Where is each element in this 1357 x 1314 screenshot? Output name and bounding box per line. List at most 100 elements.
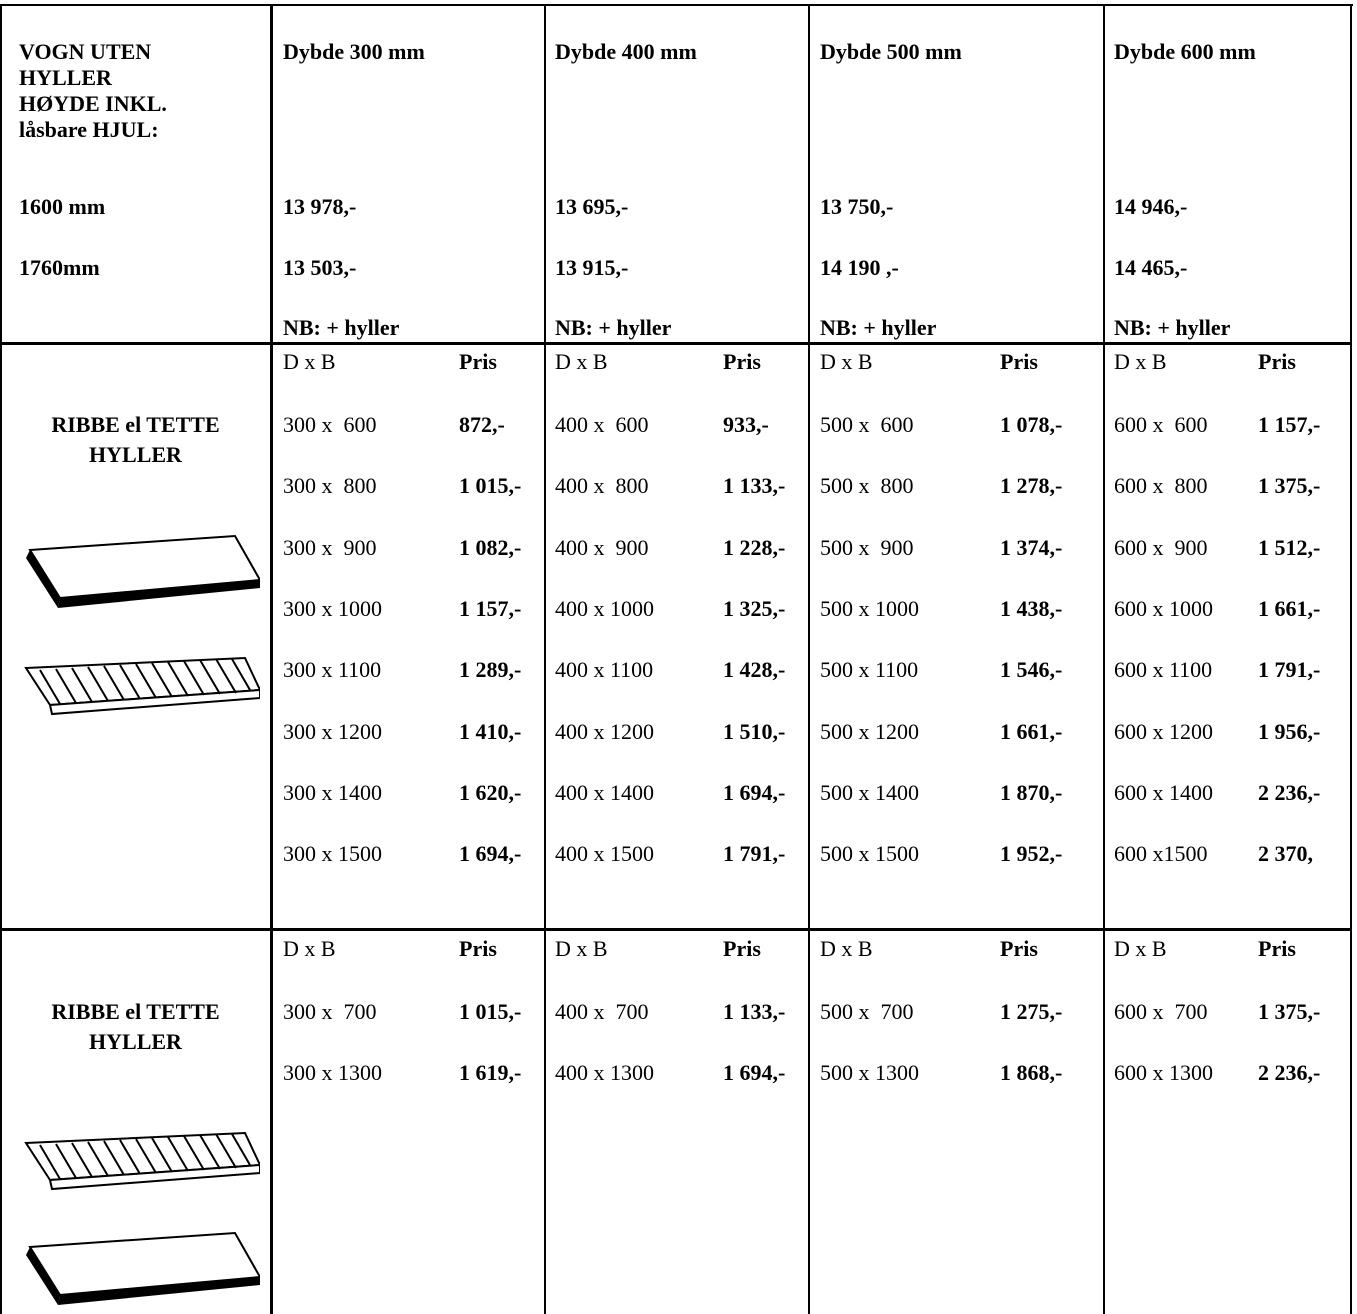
shelf-size: 400 x 800 <box>555 473 649 499</box>
shelf-size: 600 x 1400 <box>1114 779 1213 805</box>
cart-price: 14 946,- <box>1114 194 1188 219</box>
size-header: D x B <box>555 349 608 374</box>
rule <box>0 342 1352 345</box>
shelf-price: 1 375,- <box>1258 999 1321 1024</box>
header-label: HØYDE INKL. <box>19 91 167 116</box>
price-header: Pris <box>1258 349 1296 374</box>
shelf-price: 1 791,- <box>723 841 786 867</box>
shelf-price: 872,- <box>459 412 505 437</box>
shelf-price: 1 619,- <box>459 1060 522 1086</box>
height-label: 1760mm <box>19 255 100 280</box>
cart-price: 13 750,- <box>820 194 894 219</box>
column-title: Dybde 500 mm <box>820 39 962 64</box>
shelf-price: 1 620,- <box>459 779 522 805</box>
shelf-size: 600 x 800 <box>1114 473 1208 499</box>
shelf-size: 400 x 1100 <box>555 657 654 683</box>
shelf-size: 500 x 900 <box>820 534 914 560</box>
shelf-price: 1 375,- <box>1258 473 1321 499</box>
shelf-size: 600 x 700 <box>1114 999 1208 1024</box>
shelf-price: 933,- <box>723 412 769 437</box>
shelf-size: 300 x 1400 <box>283 779 382 805</box>
cart-price: 14 465,- <box>1114 255 1188 280</box>
shelf-size: 500 x 1000 <box>820 595 919 621</box>
rule <box>0 4 1353 6</box>
shelf-price: 1 157,- <box>1258 412 1321 437</box>
shelf-size: 300 x 1000 <box>283 595 382 621</box>
size-header: D x B <box>283 349 336 374</box>
shelf-price: 1 546,- <box>1000 657 1063 683</box>
shelf-price: 1 428,- <box>723 657 786 683</box>
price-header: Pris <box>723 349 761 374</box>
shelf-size: 300 x 1200 <box>283 718 382 744</box>
rule <box>0 4 2 1314</box>
shelf-size: 400 x 1200 <box>555 718 654 744</box>
shelf-price: 1 289,- <box>459 657 522 683</box>
cart-price: 13 695,- <box>555 194 629 219</box>
solid-shelf-icon <box>26 1231 260 1305</box>
shelf-size: 300 x 1500 <box>283 841 382 867</box>
shelf-size: 500 x 1200 <box>820 718 919 744</box>
header-label: HYLLER <box>19 65 112 90</box>
shelf-size: 600 x 900 <box>1114 534 1208 560</box>
rule <box>270 4 273 1314</box>
shelf-price: 1 275,- <box>1000 999 1063 1024</box>
shelf-price: 1 661,- <box>1000 718 1063 744</box>
rule <box>544 4 546 1314</box>
shelf-size: 600 x1500 <box>1114 841 1208 867</box>
rule <box>808 4 810 1314</box>
shelf-size: 500 x 800 <box>820 473 914 499</box>
size-header: D x B <box>1114 936 1167 961</box>
shelf-price: 2 236,- <box>1258 1060 1321 1086</box>
price-header: Pris <box>459 349 497 374</box>
rule <box>1103 4 1105 1314</box>
section-label: HYLLER <box>89 1029 182 1054</box>
shelf-price: 1 694,- <box>723 1060 786 1086</box>
shelf-price: 2 370, <box>1258 841 1313 867</box>
column-title: Dybde 400 mm <box>555 39 697 64</box>
shelf-price: 1 512,- <box>1258 534 1321 560</box>
shelf-size: 300 x 600 <box>283 412 377 437</box>
header-label: låsbare HJUL: <box>19 117 159 142</box>
shelf-price: 1 952,- <box>1000 841 1063 867</box>
size-header: D x B <box>555 936 608 961</box>
size-header: D x B <box>820 349 873 374</box>
price-header: Pris <box>1000 349 1038 374</box>
rule <box>0 928 1352 931</box>
rule <box>1350 4 1352 1314</box>
shelf-size: 400 x 700 <box>555 999 649 1024</box>
cart-price: 13 503,- <box>283 255 357 280</box>
shelf-price: 1 791,- <box>1258 657 1321 683</box>
shelf-price: 1 015,- <box>459 473 522 499</box>
shelf-price: 1 868,- <box>1000 1060 1063 1086</box>
price-header: Pris <box>723 936 761 961</box>
shelf-size: 500 x 1100 <box>820 657 919 683</box>
shelf-price: 1 410,- <box>459 718 522 744</box>
shelf-size: 500 x 1500 <box>820 841 919 867</box>
price-header: Pris <box>1258 936 1296 961</box>
shelf-size: 500 x 700 <box>820 999 914 1024</box>
shelf-price: 1 133,- <box>723 473 786 499</box>
cart-price: 13 915,- <box>555 255 629 280</box>
shelf-price: 1 374,- <box>1000 534 1063 560</box>
shelf-price: 1 082,- <box>459 534 522 560</box>
shelf-size: 300 x 1100 <box>283 657 382 683</box>
shelf-size: 400 x 900 <box>555 534 649 560</box>
section-label: HYLLER <box>89 442 182 467</box>
shelf-size: 400 x 1300 <box>555 1060 654 1086</box>
shelf-size: 400 x 600 <box>555 412 649 437</box>
cart-price: 13 978,- <box>283 194 357 219</box>
shelf-size: 300 x 800 <box>283 473 377 499</box>
shelf-price: 1 438,- <box>1000 595 1063 621</box>
ribbed-shelf-icon <box>24 656 260 716</box>
shelf-note: NB: + hyller <box>283 315 400 340</box>
size-header: D x B <box>820 936 873 961</box>
shelf-price: 1 325,- <box>723 595 786 621</box>
shelf-size: 600 x 1300 <box>1114 1060 1213 1086</box>
shelf-size: 600 x 600 <box>1114 412 1208 437</box>
section-label: RIBBE el TETTE <box>51 412 220 437</box>
shelf-size: 500 x 1400 <box>820 779 919 805</box>
shelf-note: NB: + hyller <box>820 315 937 340</box>
shelf-price: 1 870,- <box>1000 779 1063 805</box>
height-label: 1600 mm <box>19 194 106 219</box>
